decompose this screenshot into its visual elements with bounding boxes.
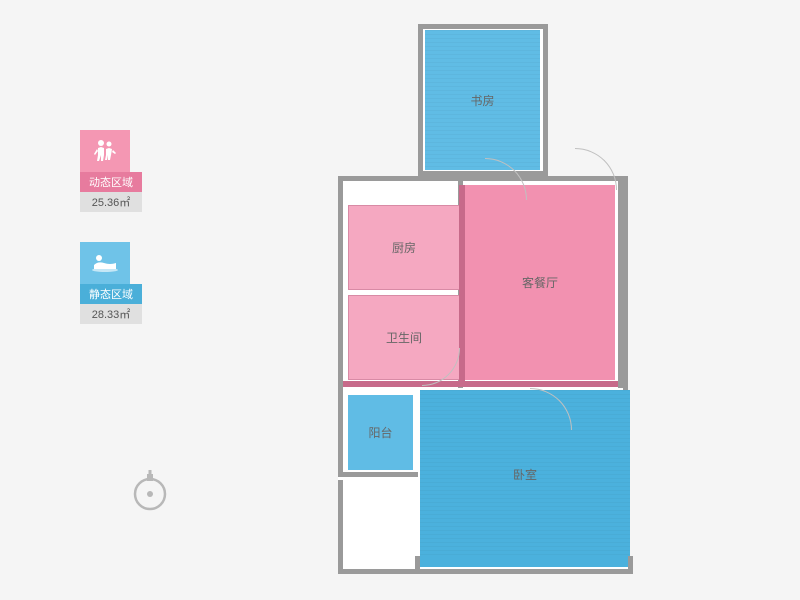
room-living: 客餐厅	[465, 185, 615, 380]
legend-container: 动态区域 25.36㎡ 静态区域 28.33㎡	[80, 130, 142, 354]
floorplan: 书房 厨房 客餐厅 卫生间 阳台 卧室	[340, 30, 660, 570]
balcony-label: 阳台	[368, 424, 392, 441]
bathroom-label: 卫生间	[386, 329, 422, 346]
dynamic-icon	[80, 130, 130, 172]
bedroom-ext	[420, 555, 628, 567]
legend-static: 静态区域 28.33㎡	[80, 242, 142, 324]
inner-wall-vertical	[459, 185, 465, 385]
room-balcony: 阳台	[348, 395, 413, 470]
dynamic-label: 动态区域	[80, 172, 142, 192]
legend-dynamic: 动态区域 25.36㎡	[80, 130, 142, 212]
bedroom-label: 卧室	[513, 466, 537, 483]
kitchen-label: 厨房	[392, 239, 416, 256]
study-label: 书房	[470, 92, 494, 109]
static-icon	[80, 242, 130, 284]
static-value: 28.33㎡	[80, 304, 142, 324]
dynamic-value: 25.36㎡	[80, 192, 142, 212]
living-label: 客餐厅	[522, 274, 558, 291]
static-label: 静态区域	[80, 284, 142, 304]
room-kitchen: 厨房	[348, 205, 460, 290]
inner-wall-horizontal	[343, 381, 618, 387]
door-entry	[575, 148, 617, 190]
wall-left-lower	[338, 472, 418, 480]
compass-icon	[130, 470, 170, 519]
room-bedroom: 卧室	[420, 390, 630, 558]
room-study: 书房	[425, 30, 540, 170]
